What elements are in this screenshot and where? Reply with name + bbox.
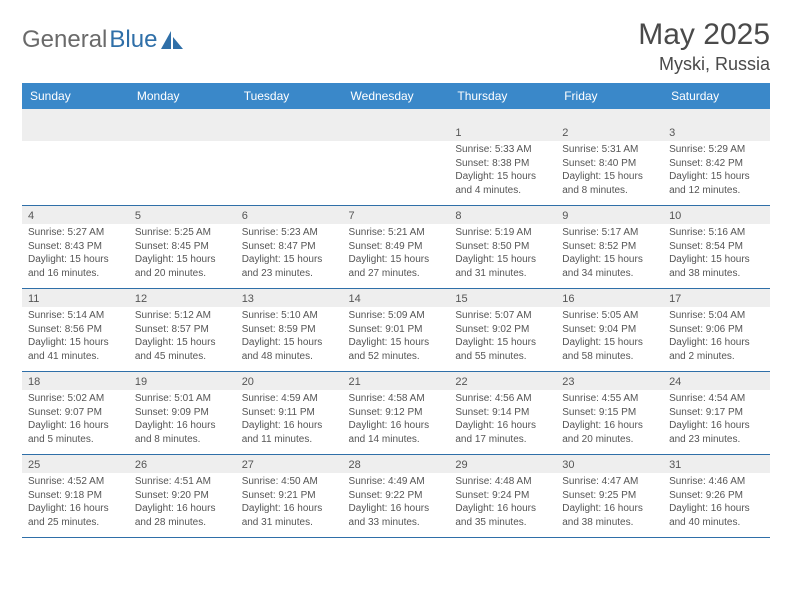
day-body: Sunrise: 4:52 AMSunset: 9:18 PMDaylight:…	[22, 473, 129, 538]
day-body: Sunrise: 5:09 AMSunset: 9:01 PMDaylight:…	[343, 307, 450, 372]
day-header-cell: Sunday	[22, 83, 129, 109]
day-number: 13	[236, 289, 343, 308]
week-number-row: 11121314151617	[22, 289, 770, 308]
day-header-cell: Thursday	[449, 83, 556, 109]
day-body: Sunrise: 5:10 AMSunset: 8:59 PMDaylight:…	[236, 307, 343, 372]
day-number: 1	[449, 123, 556, 141]
week-body-row: Sunrise: 5:14 AMSunset: 8:56 PMDaylight:…	[22, 307, 770, 372]
day-body: Sunrise: 5:02 AMSunset: 9:07 PMDaylight:…	[22, 390, 129, 455]
day-number: 9	[556, 206, 663, 225]
day-number: 17	[663, 289, 770, 308]
day-body: Sunrise: 5:12 AMSunset: 8:57 PMDaylight:…	[129, 307, 236, 372]
day-body: Sunrise: 5:33 AMSunset: 8:38 PMDaylight:…	[449, 141, 556, 206]
day-body	[129, 141, 236, 206]
logo-sail-icon	[161, 31, 183, 49]
day-body: Sunrise: 5:25 AMSunset: 8:45 PMDaylight:…	[129, 224, 236, 289]
day-number: 8	[449, 206, 556, 225]
day-number	[22, 123, 129, 141]
brand-part2: Blue	[109, 26, 157, 54]
day-number: 27	[236, 455, 343, 474]
day-number: 11	[22, 289, 129, 308]
week-body-row: Sunrise: 5:02 AMSunset: 9:07 PMDaylight:…	[22, 390, 770, 455]
day-body: Sunrise: 4:54 AMSunset: 9:17 PMDaylight:…	[663, 390, 770, 455]
header: GeneralBlue May 2025 Myski, Russia	[22, 18, 770, 75]
day-body: Sunrise: 5:31 AMSunset: 8:40 PMDaylight:…	[556, 141, 663, 206]
day-body: Sunrise: 5:01 AMSunset: 9:09 PMDaylight:…	[129, 390, 236, 455]
day-body: Sunrise: 4:55 AMSunset: 9:15 PMDaylight:…	[556, 390, 663, 455]
day-body: Sunrise: 5:05 AMSunset: 9:04 PMDaylight:…	[556, 307, 663, 372]
day-body	[236, 141, 343, 206]
brand-logo: GeneralBlue	[22, 18, 183, 54]
day-body: Sunrise: 5:04 AMSunset: 9:06 PMDaylight:…	[663, 307, 770, 372]
day-number	[236, 123, 343, 141]
week-body-row: Sunrise: 4:52 AMSunset: 9:18 PMDaylight:…	[22, 473, 770, 538]
day-header-cell: Monday	[129, 83, 236, 109]
day-header-row: SundayMondayTuesdayWednesdayThursdayFrid…	[22, 83, 770, 109]
brand-part1: General	[22, 26, 107, 54]
day-number: 5	[129, 206, 236, 225]
day-number: 12	[129, 289, 236, 308]
day-body: Sunrise: 5:29 AMSunset: 8:42 PMDaylight:…	[663, 141, 770, 206]
day-body: Sunrise: 5:07 AMSunset: 9:02 PMDaylight:…	[449, 307, 556, 372]
day-body: Sunrise: 4:51 AMSunset: 9:20 PMDaylight:…	[129, 473, 236, 538]
day-header-cell: Saturday	[663, 83, 770, 109]
day-body: Sunrise: 5:17 AMSunset: 8:52 PMDaylight:…	[556, 224, 663, 289]
week-number-row: 45678910	[22, 206, 770, 225]
day-body	[343, 141, 450, 206]
day-number: 16	[556, 289, 663, 308]
day-body: Sunrise: 4:49 AMSunset: 9:22 PMDaylight:…	[343, 473, 450, 538]
day-number: 2	[556, 123, 663, 141]
day-body	[22, 141, 129, 206]
week-number-row: 18192021222324	[22, 372, 770, 391]
day-number: 26	[129, 455, 236, 474]
day-number: 31	[663, 455, 770, 474]
day-number: 21	[343, 372, 450, 391]
day-body: Sunrise: 4:50 AMSunset: 9:21 PMDaylight:…	[236, 473, 343, 538]
location: Myski, Russia	[638, 54, 770, 75]
day-body: Sunrise: 4:56 AMSunset: 9:14 PMDaylight:…	[449, 390, 556, 455]
day-number: 20	[236, 372, 343, 391]
week-number-row: 25262728293031	[22, 455, 770, 474]
day-body: Sunrise: 5:16 AMSunset: 8:54 PMDaylight:…	[663, 224, 770, 289]
day-number: 7	[343, 206, 450, 225]
day-header-cell: Wednesday	[343, 83, 450, 109]
day-header-cell: Tuesday	[236, 83, 343, 109]
day-body: Sunrise: 5:14 AMSunset: 8:56 PMDaylight:…	[22, 307, 129, 372]
day-number: 30	[556, 455, 663, 474]
day-number: 10	[663, 206, 770, 225]
day-number	[129, 123, 236, 141]
day-number: 18	[22, 372, 129, 391]
day-number: 23	[556, 372, 663, 391]
week-body-row: Sunrise: 5:27 AMSunset: 8:43 PMDaylight:…	[22, 224, 770, 289]
month-title: May 2025	[638, 18, 770, 52]
day-body: Sunrise: 5:23 AMSunset: 8:47 PMDaylight:…	[236, 224, 343, 289]
day-body: Sunrise: 5:19 AMSunset: 8:50 PMDaylight:…	[449, 224, 556, 289]
day-header-cell: Friday	[556, 83, 663, 109]
day-number: 15	[449, 289, 556, 308]
day-body: Sunrise: 5:21 AMSunset: 8:49 PMDaylight:…	[343, 224, 450, 289]
day-number: 4	[22, 206, 129, 225]
day-body: Sunrise: 4:48 AMSunset: 9:24 PMDaylight:…	[449, 473, 556, 538]
day-number: 6	[236, 206, 343, 225]
day-number: 25	[22, 455, 129, 474]
week-number-row: 123	[22, 123, 770, 141]
day-body: Sunrise: 5:27 AMSunset: 8:43 PMDaylight:…	[22, 224, 129, 289]
day-number: 24	[663, 372, 770, 391]
week-body-row: Sunrise: 5:33 AMSunset: 8:38 PMDaylight:…	[22, 141, 770, 206]
day-body: Sunrise: 4:58 AMSunset: 9:12 PMDaylight:…	[343, 390, 450, 455]
day-number: 22	[449, 372, 556, 391]
day-number: 19	[129, 372, 236, 391]
day-body: Sunrise: 4:46 AMSunset: 9:26 PMDaylight:…	[663, 473, 770, 538]
spacer-row	[22, 109, 770, 123]
day-number	[343, 123, 450, 141]
day-body: Sunrise: 4:47 AMSunset: 9:25 PMDaylight:…	[556, 473, 663, 538]
day-number: 28	[343, 455, 450, 474]
day-number: 29	[449, 455, 556, 474]
calendar-table: SundayMondayTuesdayWednesdayThursdayFrid…	[22, 83, 770, 538]
day-body: Sunrise: 4:59 AMSunset: 9:11 PMDaylight:…	[236, 390, 343, 455]
day-number: 3	[663, 123, 770, 141]
title-block: May 2025 Myski, Russia	[638, 18, 770, 75]
day-number: 14	[343, 289, 450, 308]
